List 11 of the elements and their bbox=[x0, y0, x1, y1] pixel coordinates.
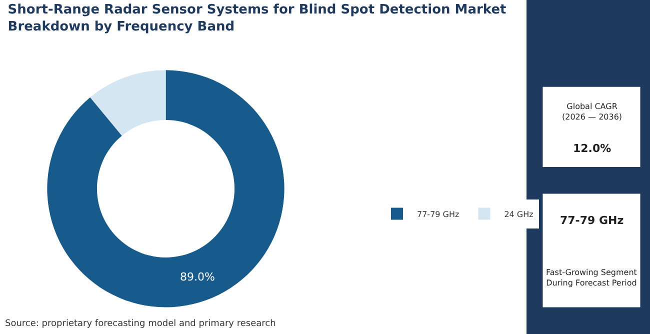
text: 12.0% bbox=[573, 142, 612, 155]
text: Fast-Growing Segment During Forecast Period bbox=[546, 268, 637, 288]
text: 77-79 GHz bbox=[560, 214, 624, 227]
legend-label: 77-79 GHz bbox=[417, 210, 460, 219]
donut-slice bbox=[47, 70, 284, 308]
text: Global CAGR (2026 — 2036) bbox=[562, 102, 622, 122]
donut-slice bbox=[90, 70, 166, 136]
legend-label: 24 GHz bbox=[504, 210, 534, 219]
data-label: 89.0% bbox=[180, 270, 215, 284]
source-note: Source: proprietary forecasting model and primary research bbox=[5, 319, 276, 329]
chart-title: Short-Range Radar Sensor Systems for Blind Spot Detection Market Breakdown by Frequency Band bbox=[8, 2, 506, 34]
